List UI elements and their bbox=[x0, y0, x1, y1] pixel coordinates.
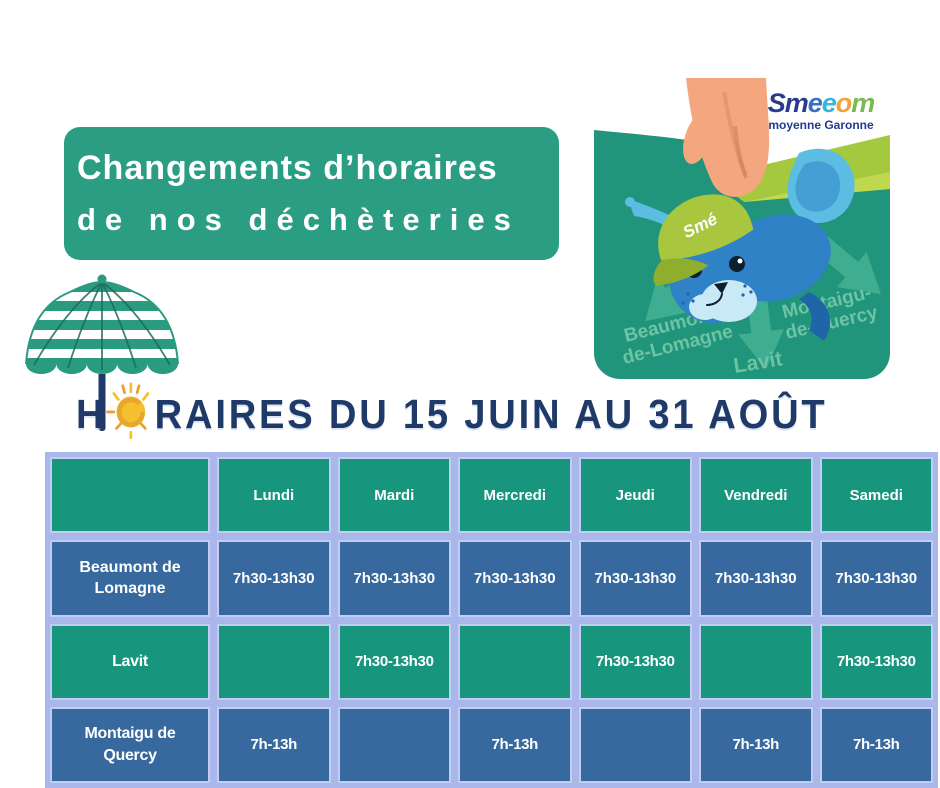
hand-graphic bbox=[683, 78, 770, 197]
schedule-cell bbox=[578, 706, 692, 783]
title-prefix: H bbox=[76, 390, 107, 437]
schedule-cell bbox=[458, 623, 572, 700]
sun-icon bbox=[105, 382, 149, 439]
column-header-lundi: Lundi bbox=[217, 457, 331, 534]
brand-logo: Smeeom moyenne Garonne bbox=[762, 90, 880, 133]
schedule-cell: 7h30-13h30 bbox=[337, 623, 451, 700]
row-label-montaigu: Montaigu de Quercy bbox=[50, 706, 210, 783]
brand-letter-group: Sm bbox=[767, 88, 809, 118]
cap-graphic: Smé bbox=[653, 194, 754, 286]
row-label-lavit: Lavit bbox=[50, 623, 210, 700]
beach-umbrella-icon bbox=[25, 274, 179, 431]
schedule-cell: 7h30-13h30 bbox=[819, 540, 933, 617]
column-header-samedi: Samedi bbox=[819, 457, 933, 534]
brand-letter-group: e bbox=[821, 88, 837, 118]
schedule-table: Lundi Mardi Mercredi Jeudi Vendredi Same… bbox=[45, 452, 938, 788]
mascot-illustration-card: Beaumont- de-Lomagne Lavit Montaigu- de-… bbox=[594, 78, 890, 379]
schedule-cell bbox=[217, 623, 331, 700]
column-header-mercredi: Mercredi bbox=[458, 457, 572, 534]
column-header-mardi: Mardi bbox=[337, 457, 451, 534]
column-header-jeudi: Jeudi bbox=[578, 457, 692, 534]
brand-logo-wordmark: Smeeom bbox=[762, 90, 880, 117]
schedule-cell: 7h30-13h30 bbox=[337, 540, 451, 617]
brand-letter-group: e bbox=[807, 88, 823, 118]
page-title: H RAIRES DU 15 JUIN AU 31 AOÛT bbox=[76, 382, 828, 439]
schedule-cell: 7h30-13h30 bbox=[819, 623, 933, 700]
headline-banner: Changements d’horaires de nos déchèterie… bbox=[64, 127, 559, 260]
brand-logo-subtitle: moyenne Garonne bbox=[768, 118, 874, 132]
brand-letter-group: m bbox=[851, 88, 875, 118]
column-header-vendredi: Vendredi bbox=[699, 457, 813, 534]
schedule-cell: 7h30-13h30 bbox=[578, 540, 692, 617]
schedule-cell bbox=[337, 706, 451, 783]
schedule-cell: 7h30-13h30 bbox=[458, 540, 572, 617]
schedule-cell bbox=[699, 623, 813, 700]
schedule-cell: 7h-13h bbox=[458, 706, 572, 783]
schedule-cell: 7h-13h bbox=[819, 706, 933, 783]
title-rest: RAIRES DU 15 JUIN AU 31 AOÛT bbox=[154, 390, 828, 437]
headline-line1: Changements d’horaires bbox=[77, 149, 498, 187]
schedule-cell: 7h-13h bbox=[699, 706, 813, 783]
mascot-illustration: Beaumont- de-Lomagne Lavit Montaigu- de-… bbox=[594, 78, 890, 379]
brand-letter-group: o bbox=[835, 88, 852, 118]
schedule-cell: 7h30-13h30 bbox=[699, 540, 813, 617]
headline-line2: de nos déchèteries bbox=[77, 202, 520, 237]
squirrel-mascot: Smé bbox=[625, 78, 855, 341]
row-label-beaumont: Beaumont de Lomagne bbox=[50, 540, 210, 617]
schedule-cell: 7h30-13h30 bbox=[578, 623, 692, 700]
schedule-cell: 7h30-13h30 bbox=[217, 540, 331, 617]
column-header-empty bbox=[50, 457, 210, 534]
schedule-cell: 7h-13h bbox=[217, 706, 331, 783]
